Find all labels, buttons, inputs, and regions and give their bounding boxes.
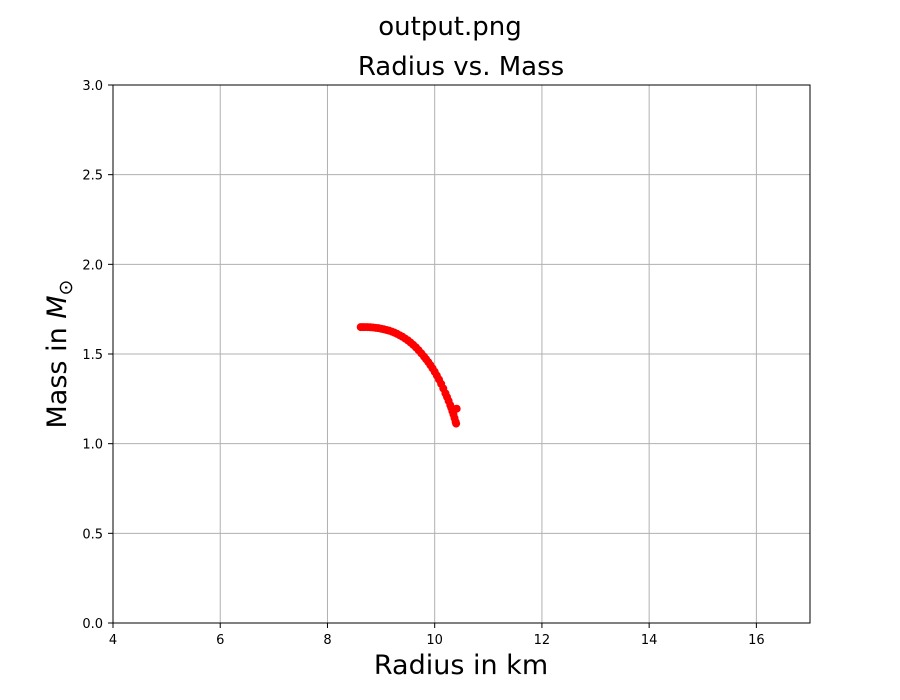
x-tick-label: 4	[109, 633, 117, 648]
y-tick-label: 2.0	[82, 258, 103, 273]
figure-title: output.png	[378, 12, 522, 42]
y-tick-label: 1.0	[82, 438, 103, 453]
y-tick-label: 0.5	[82, 527, 103, 542]
x-tick-label: 16	[748, 633, 765, 648]
y-axis-ticks: 0.0 0.5 1.0 1.5 2.0 2.5 3.0	[82, 79, 113, 632]
x-axis-label: Radius in km	[374, 650, 548, 681]
y-axis-label-group: Mass in M⊙	[42, 280, 77, 429]
x-tick-label: 8	[323, 633, 331, 648]
x-tick-label: 12	[534, 633, 551, 648]
y-tick-label: 1.5	[82, 348, 103, 363]
x-axis-ticks: 4 6 8 10 12 14 16	[109, 623, 765, 648]
y-tick-label: 0.0	[82, 617, 103, 632]
y-axis-label-text: Mass in	[42, 319, 73, 429]
y-axis-label-subscript: ⊙	[55, 280, 77, 296]
y-axis-label-symbol: M	[42, 295, 73, 318]
y-axis-label: Mass in M⊙	[42, 280, 77, 429]
x-tick-label: 6	[216, 633, 224, 648]
data-point	[452, 404, 461, 413]
x-tick-label: 10	[426, 633, 443, 648]
grid	[112, 84, 810, 624]
data-point	[452, 419, 461, 428]
y-tick-label: 2.5	[82, 169, 103, 184]
chart-title: Radius vs. Mass	[358, 52, 564, 82]
data-points	[356, 323, 461, 428]
y-tick-label: 3.0	[82, 79, 103, 94]
x-tick-label: 14	[641, 633, 658, 648]
